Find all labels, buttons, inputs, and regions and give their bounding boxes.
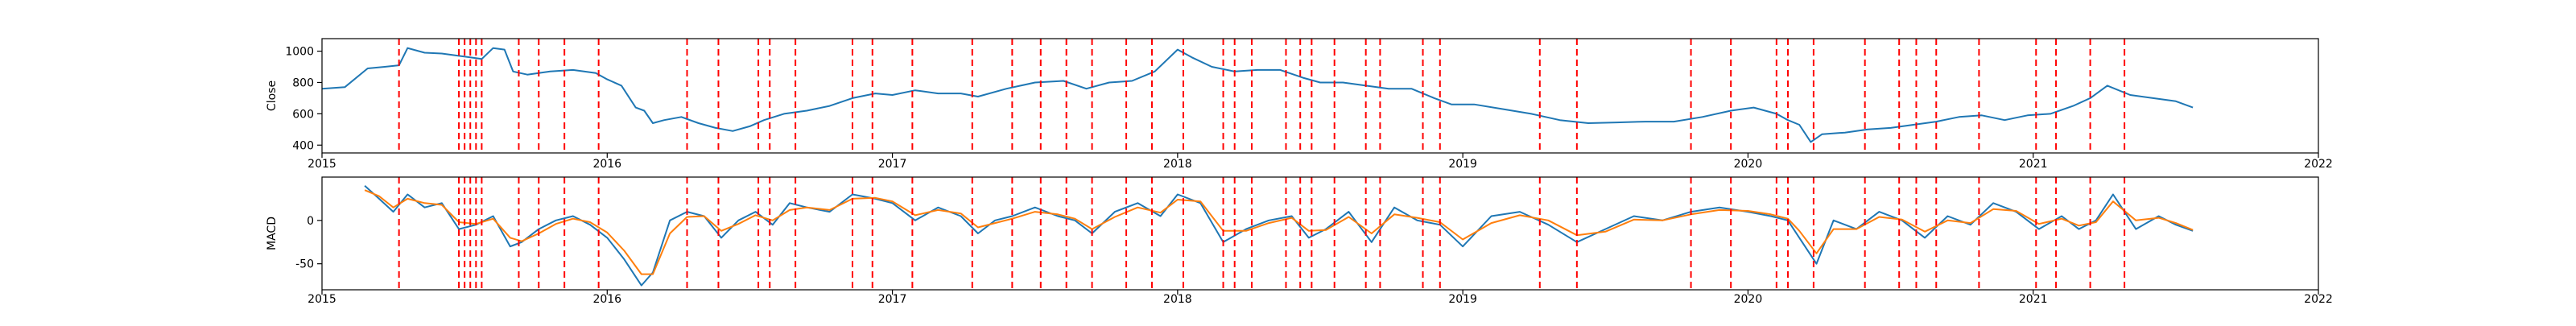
axes-frame: [321, 38, 2319, 154]
x-tick-label: 2022: [2304, 293, 2333, 306]
y-tick-label: 800: [292, 76, 314, 89]
x-tick-label: 2016: [592, 293, 621, 306]
x-tick-label: 2019: [1448, 158, 1477, 171]
x-tick-label: 2016: [592, 158, 621, 171]
x-tick-label: 2018: [1163, 158, 1192, 171]
axes-frame: [321, 176, 2319, 291]
chart-panel-0: 2015 2016 2017 2018 2019 2020 2021 2022 400 600 80…: [266, 38, 2333, 171]
x-tick-label: 2019: [1448, 293, 1477, 306]
y-axis-label: MACD: [266, 217, 279, 250]
y-tick-label: -50: [295, 258, 314, 271]
y-tick-label: 600: [292, 108, 314, 121]
x-tick-label: 2015: [308, 293, 336, 306]
x-tick-label: 2017: [878, 293, 907, 306]
series-line-close: [322, 47, 2194, 143]
y-axis-label: Close: [266, 80, 279, 111]
x-tick-label: 2022: [2304, 158, 2333, 171]
x-tick-label: 2015: [308, 158, 336, 171]
series-line-signal: [364, 189, 2194, 275]
x-tick-label: 2021: [2019, 158, 2048, 171]
x-tick-label: 2018: [1163, 293, 1192, 306]
x-tick-label: 2020: [1734, 158, 1763, 171]
x-tick-label: 2020: [1734, 293, 1763, 306]
y-tick-label: 1000: [285, 46, 314, 59]
chart-panel-1: 2015 2016 2017 2018 2019 2020 2021 2022 -50 0 MACD: [266, 176, 2333, 306]
x-tick-label: 2021: [2019, 293, 2048, 306]
series-line-macd: [364, 185, 2194, 287]
y-tick-label: 0: [307, 215, 314, 228]
y-tick-label: 400: [292, 139, 314, 152]
x-tick-label: 2017: [878, 158, 907, 171]
